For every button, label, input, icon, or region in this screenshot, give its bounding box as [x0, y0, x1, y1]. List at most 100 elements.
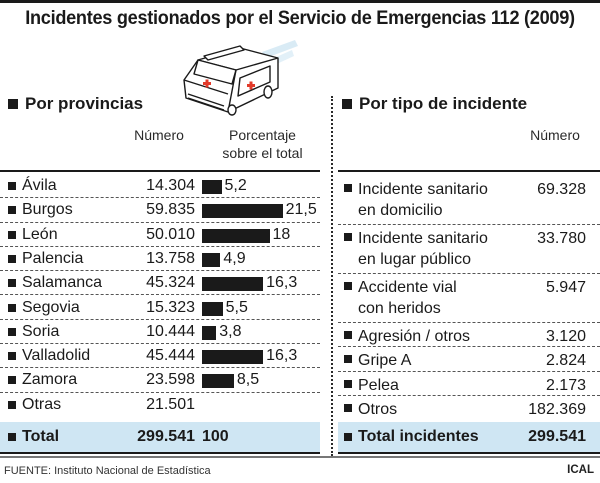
table-row: Gripe A 2.824 — [338, 347, 600, 372]
incident-type-line1: Incidente sanitario — [358, 230, 488, 247]
percent-label: 16,3 — [266, 347, 298, 365]
credit: ICAL — [567, 464, 594, 476]
incident-type-line1: Otros — [358, 400, 398, 418]
percent-label: 18 — [272, 225, 291, 243]
incident-type-name: Accidente vial con heridos — [358, 277, 457, 319]
province-name: Burgos — [22, 201, 73, 219]
percent-bar — [202, 350, 264, 365]
province-number: 14.304 — [146, 177, 195, 194]
total-label: Total — [22, 428, 60, 445]
column-header-percent: Porcentaje sobre el total — [205, 126, 320, 162]
bullet-square-icon — [8, 279, 16, 288]
header-rule-left — [0, 170, 320, 172]
percent-bar — [202, 252, 221, 267]
top-rule — [0, 0, 600, 3]
bullet-square-icon — [344, 403, 352, 412]
incident-type-line1: Accidente vial — [358, 279, 457, 296]
table-row: Salamanca 45.324 16,3 — [0, 271, 320, 296]
percent-bar — [202, 204, 283, 219]
province-number: 15.323 — [146, 298, 195, 316]
percent-label: 16,3 — [266, 274, 298, 292]
province-name: León — [22, 225, 58, 243]
bullet-square-icon — [8, 352, 16, 361]
percent-bar — [202, 374, 234, 389]
percent-bar — [202, 180, 222, 194]
total-row-incidents: Total incidentes 299.541 — [338, 422, 600, 452]
incident-type-line1: Agresión / otros — [358, 328, 471, 345]
province-number: 45.444 — [146, 347, 195, 365]
percent-bar — [202, 325, 217, 340]
bullet-square-icon — [344, 331, 352, 339]
percent-label: 4,9 — [223, 249, 246, 267]
bullet-square-icon — [8, 376, 16, 385]
bullet-square-icon — [8, 254, 16, 263]
province-name: Zamora — [22, 371, 78, 389]
province-name: Segovia — [22, 298, 80, 316]
percent-label: 3,8 — [219, 322, 242, 340]
percent-label: 5,2 — [224, 177, 247, 194]
bullet-square-icon — [344, 184, 352, 192]
column-header-number: Número — [134, 127, 184, 143]
table-row: Ávila 14.304 5,2 — [0, 174, 320, 199]
province-name: Palencia — [22, 249, 84, 267]
column-header-percent-line2: sobre el total — [222, 145, 303, 161]
incident-type-name: Otros — [358, 399, 397, 420]
column-header-number-right: Número — [530, 127, 580, 143]
table-row: Valladolid 45.444 16,3 — [0, 344, 320, 369]
table-row: Palencia 13.758 4,9 — [0, 247, 320, 272]
incident-number: 182.369 — [528, 400, 586, 418]
incident-type-name: Incidente sanitario en lugar público — [358, 228, 488, 270]
total-number: 299.541 — [528, 428, 586, 445]
incident-type-line1: Gripe A — [358, 352, 412, 370]
section-heading-text: Por tipo de incidente — [359, 94, 528, 113]
table-row: Incidente sanitario en lugar público 33.78… — [338, 225, 600, 274]
province-name: Ávila — [22, 177, 57, 194]
incident-type-line2: en lugar público — [358, 251, 471, 268]
column-header-percent-line1: Porcentaje — [229, 127, 296, 143]
table-row: Burgos 59.835 21,5 — [0, 198, 320, 223]
incident-number: 3.120 — [545, 328, 586, 345]
total-label: Total incidentes — [358, 428, 479, 445]
percent-label: 8,5 — [236, 371, 260, 389]
percent-label: 5,5 — [225, 298, 248, 316]
footer-rule-right — [338, 452, 600, 454]
table-row: Incidente sanitario en domicilio 69.328 — [338, 176, 600, 225]
table-row: León 50.010 18 — [0, 223, 320, 247]
province-number: 45.324 — [146, 274, 195, 292]
header-rule-right — [338, 170, 600, 172]
province-number: 10.444 — [146, 322, 195, 340]
incident-type-name: Pelea — [358, 375, 399, 396]
section-heading-incident-type: Por tipo de incidente — [342, 94, 527, 114]
bullet-square-icon — [8, 433, 16, 441]
section-heading-provinces: Por provincias — [8, 94, 143, 114]
bullet-square-icon — [8, 206, 16, 215]
bullet-square-icon — [8, 230, 16, 239]
bullet-square-icon — [344, 355, 352, 364]
province-name: Salamanca — [22, 274, 103, 292]
incident-number: 33.780 — [537, 230, 586, 247]
column-divider — [331, 96, 333, 456]
bullet-square-icon — [8, 400, 16, 409]
bullet-square-icon — [342, 99, 352, 109]
province-number: 59.835 — [146, 201, 195, 219]
incident-number: 69.328 — [537, 181, 586, 198]
bullet-square-icon — [344, 379, 352, 388]
bullet-square-icon — [344, 433, 352, 441]
incident-number: 2.173 — [545, 376, 586, 394]
province-name: Valladolid — [22, 347, 91, 365]
incident-type-name: Gripe A — [358, 350, 411, 371]
bullet-square-icon — [344, 233, 352, 241]
incident-number: 5.947 — [545, 279, 586, 296]
percent-bar — [202, 228, 270, 243]
bullet-square-icon — [8, 182, 16, 190]
province-number: 23.598 — [146, 371, 195, 389]
percent-label: 21,5 — [285, 201, 317, 219]
total-row-provinces: Total 299.541 100 — [0, 422, 320, 452]
province-number: 50.010 — [146, 225, 195, 243]
incident-type-line1: Incidente sanitario — [358, 181, 488, 198]
province-number: 13.758 — [146, 249, 195, 267]
table-row: Segovia 15.323 5,5 — [0, 296, 320, 320]
table-row: Accidente vial con heridos 5.947 — [338, 274, 600, 323]
incident-type-line1: Pelea — [358, 376, 399, 394]
table-row: Agresión / otros 3.120 — [338, 323, 600, 348]
